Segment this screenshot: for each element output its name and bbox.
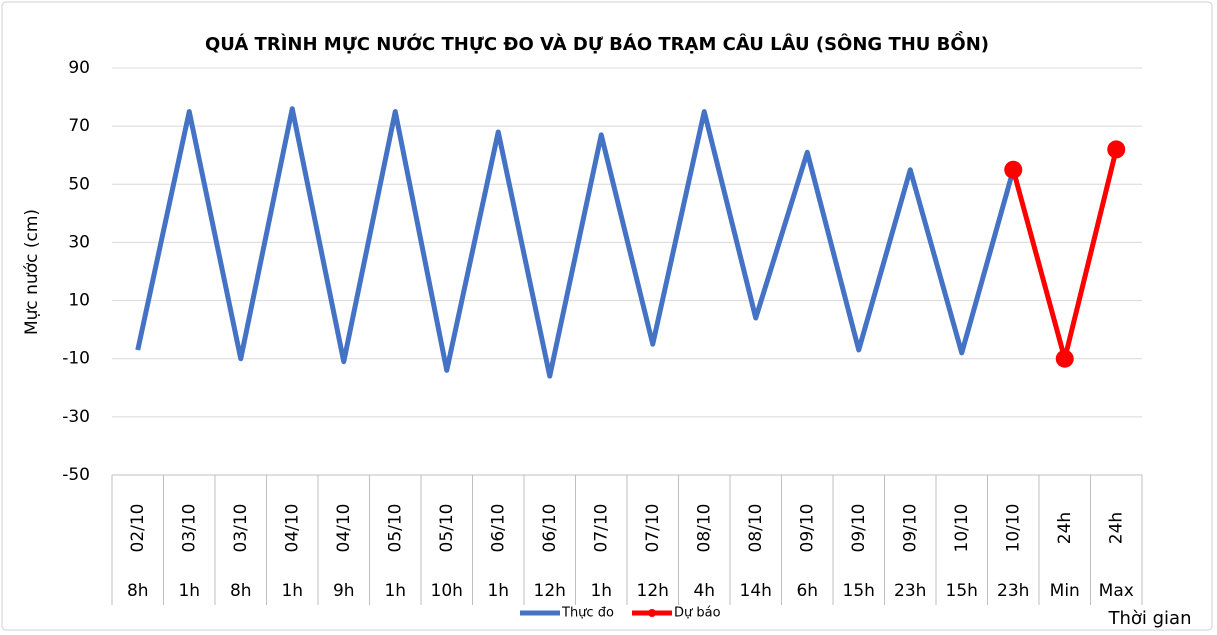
x-tick-label: 02/10: [128, 504, 148, 553]
x-tick-label: 9h: [333, 581, 355, 601]
y-tick-label: -30: [62, 407, 90, 427]
y-tick-label: 90: [68, 58, 90, 78]
x-tick-label: 8h: [127, 581, 149, 601]
x-tick-label: 1h: [178, 581, 200, 601]
x-tick-label: 05/10: [437, 504, 457, 553]
x-tick-label: 06/10: [540, 504, 560, 553]
y-axis-title: Mực nước (cm): [22, 209, 42, 335]
legend-label: Thực đo: [561, 606, 614, 621]
x-tick-label: 14h: [740, 581, 772, 601]
x-tick-label: 1h: [590, 581, 612, 601]
x-tick-label: 05/10: [385, 504, 405, 553]
x-tick-label: 03/10: [179, 504, 199, 553]
series-line: [135, 106, 1016, 379]
x-tick-label: 07/10: [643, 504, 663, 553]
x-tick-label: 03/10: [231, 504, 251, 553]
x-tick-label: 09/10: [849, 504, 869, 553]
x-tick-label: 12h: [637, 581, 669, 601]
x-tick-label: 23h: [894, 581, 926, 601]
x-tick-label: 15h: [946, 581, 978, 601]
x-tick-label: 10/10: [952, 504, 972, 553]
x-tick-label: 09/10: [797, 504, 817, 553]
y-tick-label: 30: [68, 232, 90, 252]
x-tick-label: 04/10: [334, 504, 354, 553]
x-tick-label: 08/10: [746, 504, 766, 553]
y-tick-label: 10: [68, 291, 90, 311]
chart-title: QUÁ TRÌNH MỰC NƯỚC THỰC ĐO VÀ DỰ BÁO TRẠ…: [205, 31, 989, 55]
x-tick-label: 4h: [693, 581, 715, 601]
series-marker: [1004, 160, 1023, 179]
legend-marker: [648, 609, 656, 617]
x-tick-label: 6h: [796, 581, 818, 601]
y-tick-label: 70: [68, 116, 90, 136]
x-tick-label: 1h: [487, 581, 509, 601]
x-tick-label: 23h: [997, 581, 1029, 601]
x-tick-label: 07/10: [591, 504, 611, 553]
x-tick-label: 06/10: [488, 504, 508, 553]
legend-label: Dự báo: [674, 606, 721, 621]
x-tick-label: 24h: [1055, 512, 1075, 544]
x-tick-label: 08/10: [694, 504, 714, 553]
x-tick-label: 1h: [281, 581, 303, 601]
x-tick-label: 04/10: [282, 504, 302, 553]
x-axis-title: Thời gian: [1107, 608, 1191, 629]
y-tick-label: 50: [68, 174, 90, 194]
x-tick-label: 10h: [431, 581, 463, 601]
y-tick-label: -10: [62, 349, 90, 369]
x-tick-label: 12h: [534, 581, 566, 601]
series-marker: [1107, 140, 1126, 159]
y-tick-label: -50: [62, 465, 90, 485]
x-tick-label: Min: [1050, 581, 1080, 601]
x-tick-label: 1h: [384, 581, 406, 601]
x-tick-label: Max: [1099, 581, 1134, 601]
series-marker: [1055, 349, 1074, 368]
x-tick-label: 24h: [1106, 512, 1126, 544]
x-tick-label: 15h: [843, 581, 875, 601]
x-tick-label: 09/10: [900, 504, 920, 553]
x-tick-label: 8h: [230, 581, 252, 601]
x-tick-label: 10/10: [1003, 504, 1023, 553]
